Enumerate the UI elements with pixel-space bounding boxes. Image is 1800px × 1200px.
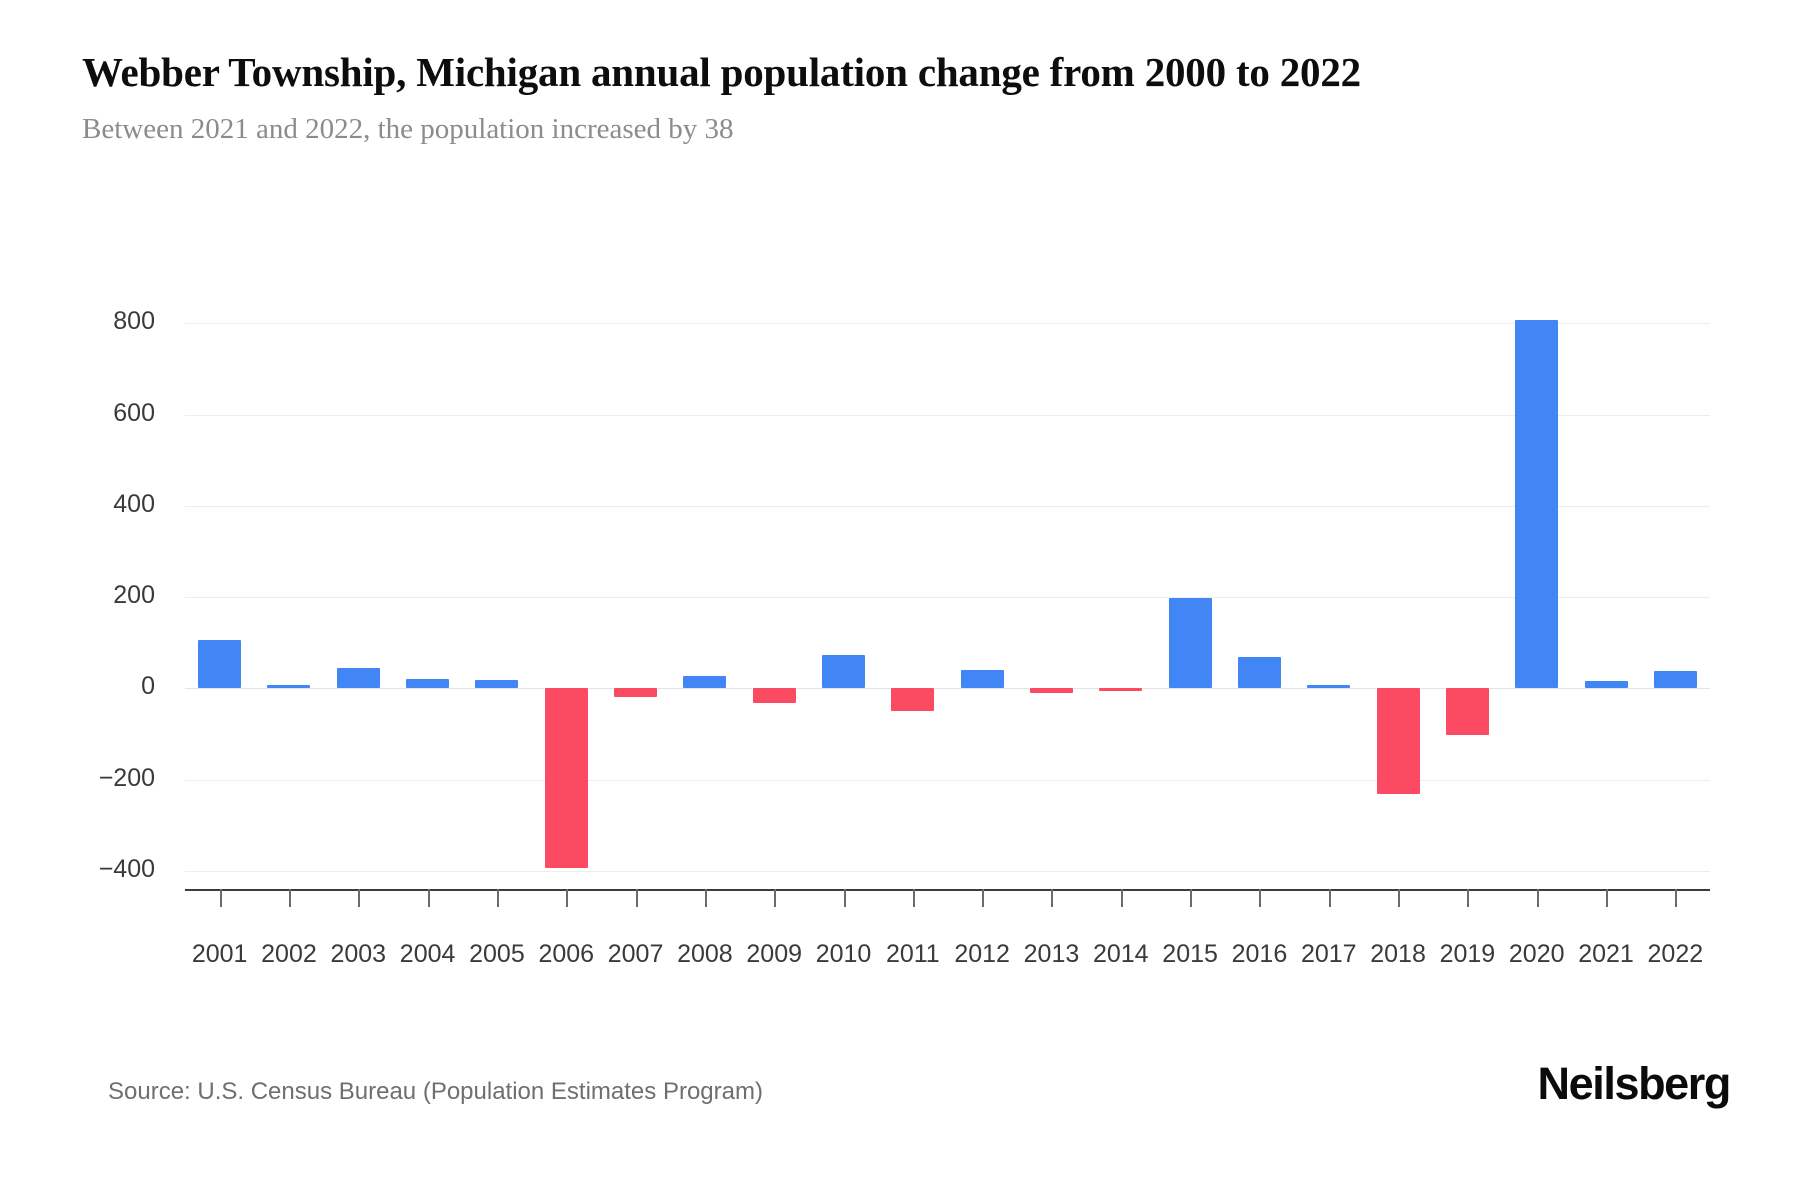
bar-2009[interactable] <box>752 688 796 703</box>
x-axis-tick-label: 2014 <box>1092 940 1149 968</box>
x-axis-tick <box>912 889 915 907</box>
x-axis-tick-label: 2002 <box>261 940 317 968</box>
y-axis-tick-label: 200 <box>113 581 155 610</box>
x-axis-tick <box>358 889 361 907</box>
x-axis-tick-label: 2017 <box>1300 940 1357 968</box>
bar-2008[interactable] <box>683 675 727 689</box>
bar-2017[interactable] <box>1307 685 1351 689</box>
x-axis-tick <box>1675 889 1678 907</box>
x-axis-tick <box>843 889 846 907</box>
x-axis-tick <box>1190 889 1193 907</box>
chart-header: Webber Township, Michigan annual populat… <box>82 48 1760 147</box>
bar-2016[interactable] <box>1237 657 1281 689</box>
brand-logo: Neilsberg <box>1537 1058 1732 1109</box>
page-title: Webber Township, Michigan annual populat… <box>82 49 1361 95</box>
y-axis-tick-label: 400 <box>113 489 155 518</box>
gridline-400 <box>185 505 1710 507</box>
x-axis-tick <box>1328 889 1331 907</box>
x-axis-tick <box>704 889 707 907</box>
x-axis-tick <box>1259 889 1262 907</box>
chart-subtitle: Between 2021 and 2022, the population in… <box>82 113 734 146</box>
y-axis-tick-label: 800 <box>113 307 155 336</box>
x-axis-tick-label: 2016 <box>1231 940 1288 968</box>
bar-2006[interactable] <box>544 688 588 869</box>
x-axis-tick <box>635 889 638 907</box>
bar-2022[interactable] <box>1653 670 1697 689</box>
gridline-800 <box>185 323 1710 325</box>
gridline--200 <box>185 779 1710 781</box>
bar-2015[interactable] <box>1168 598 1212 689</box>
y-axis-tick-label: 0 <box>141 672 155 701</box>
bar-2018[interactable] <box>1376 688 1420 795</box>
gridline-600 <box>185 414 1710 416</box>
x-axis-tick <box>219 889 222 907</box>
source-note: Source: U.S. Census Bureau (Population E… <box>108 1078 763 1105</box>
y-axis-tick-label: −200 <box>98 763 155 792</box>
x-axis-tick <box>288 889 291 907</box>
y-axis-tick-label: 600 <box>113 398 155 427</box>
gridline-200 <box>185 597 1710 599</box>
x-axis-tick-label: 2022 <box>1647 940 1704 968</box>
x-axis-tick <box>1051 889 1054 907</box>
bar-2012[interactable] <box>960 670 1004 689</box>
x-axis-tick-label: 2008 <box>677 940 733 968</box>
bar-2020[interactable] <box>1515 319 1559 689</box>
bar-2010[interactable] <box>822 654 865 689</box>
x-axis-tick-label: 2013 <box>1023 940 1080 968</box>
x-axis-tick-label: 2001 <box>191 940 248 968</box>
bar-2021[interactable] <box>1584 680 1628 689</box>
x-axis-tick <box>1606 889 1609 907</box>
x-axis-tick <box>1536 889 1539 907</box>
x-axis-tick <box>774 889 777 907</box>
x-axis-tick <box>1120 889 1123 907</box>
x-axis-tick-label: 2012 <box>954 940 1010 968</box>
x-axis-tick <box>427 889 430 907</box>
bar-2007[interactable] <box>614 688 658 698</box>
bar-2014[interactable] <box>1099 688 1143 692</box>
x-axis-tick-label: 2010 <box>815 940 872 968</box>
x-axis-tick-label: 2021 <box>1578 940 1634 968</box>
x-axis-tick-label: 2009 <box>746 940 803 968</box>
plot-inner <box>185 296 1710 889</box>
bar-2002[interactable] <box>267 684 311 689</box>
x-axis-tick-label: 2007 <box>607 940 664 968</box>
gridline-0 <box>185 688 1710 690</box>
bar-2013[interactable] <box>1029 688 1073 693</box>
x-axis-tick-label: 2005 <box>469 940 525 968</box>
x-axis-tick <box>566 889 569 907</box>
x-axis-tick-label: 2018 <box>1370 940 1426 968</box>
bar-2011[interactable] <box>891 688 935 712</box>
y-axis-tick-label: −400 <box>98 854 155 883</box>
x-axis-tick-label: 2006 <box>538 940 595 968</box>
bar-2001[interactable] <box>198 640 242 689</box>
x-axis-tick <box>982 889 985 907</box>
x-axis-line <box>185 889 1710 891</box>
x-axis-tick-label: 2020 <box>1508 940 1565 968</box>
bar-2003[interactable] <box>336 667 380 689</box>
bar-2004[interactable] <box>406 679 450 689</box>
x-axis-tick-label: 2004 <box>399 940 456 968</box>
x-axis-tick-label: 2003 <box>330 940 387 968</box>
x-axis-tick <box>1467 889 1470 907</box>
x-axis-tick-label: 2015 <box>1162 940 1218 968</box>
x-axis-tick-label: 2011 <box>885 940 940 968</box>
gridline--400 <box>185 870 1710 872</box>
x-axis-tick-label: 2019 <box>1439 940 1496 968</box>
bar-2005[interactable] <box>475 680 519 689</box>
x-axis-tick <box>496 889 499 907</box>
bars-group <box>185 296 1710 889</box>
bar-2019[interactable] <box>1445 688 1489 735</box>
x-axis-tick <box>1398 889 1401 907</box>
